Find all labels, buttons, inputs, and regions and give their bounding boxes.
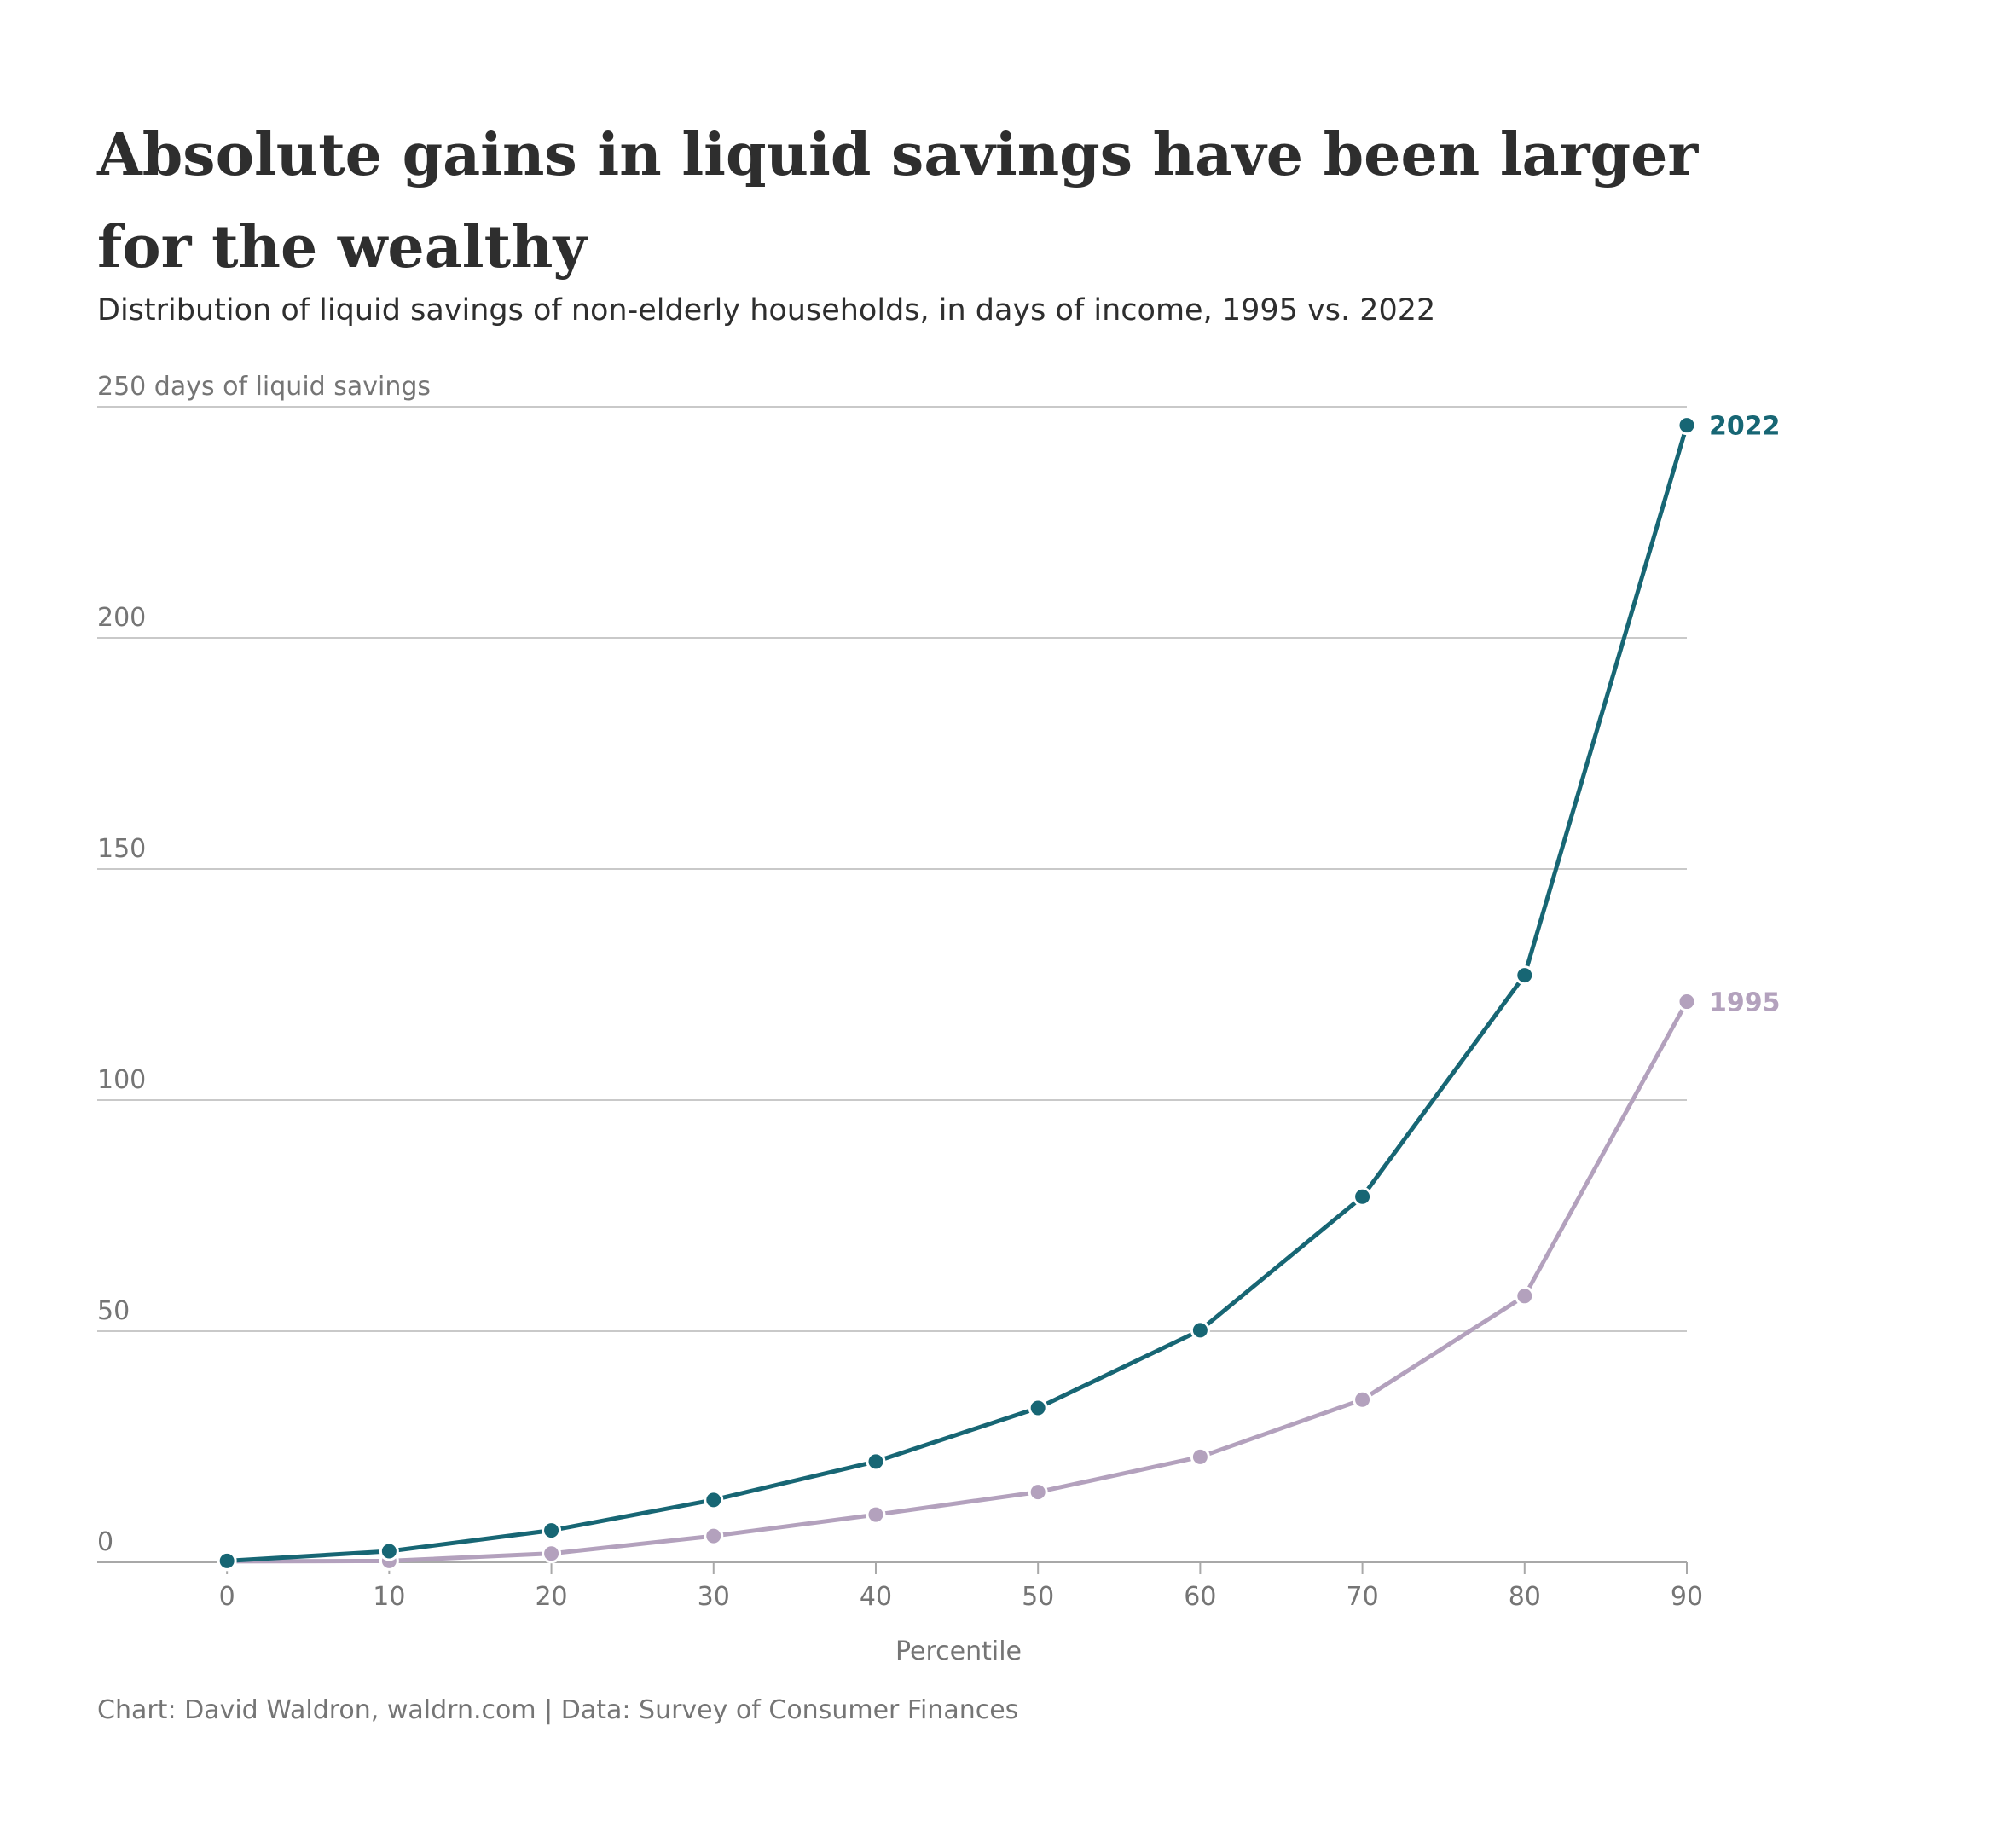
y-tick-label-250: 250 days of liquid savings (97, 372, 431, 402)
series-2022: 2022 (217, 412, 1781, 1571)
y-tick-label-200: 200 (97, 603, 146, 633)
series-line-1995 (224, 999, 1689, 1564)
y-axis-tick-labels: 0 50 100 150 200 250 days of liquid savings (97, 372, 431, 1557)
x-tick-label-40: 40 (860, 1582, 892, 1612)
point-1995-50 (1028, 1482, 1048, 1503)
series-lines: 1995 2022 (217, 412, 1781, 1572)
x-tick-label-60: 60 (1184, 1582, 1216, 1612)
series-1995: 1995 (217, 988, 1781, 1572)
point-2022-90 (1677, 415, 1697, 436)
point-2022-50 (1028, 1398, 1048, 1418)
series-line-2022 (224, 423, 1689, 1563)
chart-caption: Chart: David Waldron, waldrn.com | Data:… (97, 1695, 1019, 1725)
y-tick-label-50: 50 (97, 1296, 130, 1326)
point-2022-10 (379, 1541, 399, 1561)
y-tick-label-150: 150 (97, 834, 146, 864)
series-label-2022: 2022 (1709, 412, 1781, 442)
point-1995-20 (542, 1544, 562, 1564)
point-1995-90 (1677, 992, 1697, 1012)
x-tick-label-0: 0 (219, 1582, 235, 1612)
x-tick-label-80: 80 (1509, 1582, 1541, 1612)
point-2022-70 (1353, 1186, 1373, 1207)
x-tick-label-30: 30 (698, 1582, 730, 1612)
series-label-1995: 1995 (1709, 988, 1781, 1018)
point-1995-40 (866, 1504, 886, 1525)
point-2022-60 (1190, 1320, 1210, 1341)
point-1995-30 (704, 1526, 724, 1546)
x-tick-label-50: 50 (1022, 1582, 1054, 1612)
x-tick-label-90: 90 (1671, 1582, 1703, 1612)
point-2022-0 (217, 1550, 237, 1571)
x-tick-label-10: 10 (373, 1582, 405, 1612)
chart-title: Absolute gains in liquid savings have be… (97, 121, 1699, 281)
point-1995-80 (1515, 1286, 1535, 1306)
point-1995-70 (1353, 1389, 1373, 1410)
x-axis-label: Percentile (895, 1636, 1022, 1666)
y-tick-label-100: 100 (97, 1065, 146, 1095)
point-2022-20 (542, 1521, 562, 1541)
chart-subtitle: Distribution of liquid savings of non-el… (97, 293, 1436, 327)
x-axis-tick-labels: 0 10 20 30 40 50 60 70 80 90 (219, 1562, 1703, 1612)
point-2022-40 (866, 1451, 886, 1472)
y-tick-label-0: 0 (97, 1527, 113, 1557)
point-2022-80 (1515, 965, 1535, 986)
point-2022-30 (704, 1490, 724, 1510)
x-tick-label-70: 70 (1346, 1582, 1378, 1612)
x-tick-label-20: 20 (535, 1582, 567, 1612)
gridlines (97, 406, 1687, 1563)
point-1995-60 (1190, 1446, 1210, 1467)
